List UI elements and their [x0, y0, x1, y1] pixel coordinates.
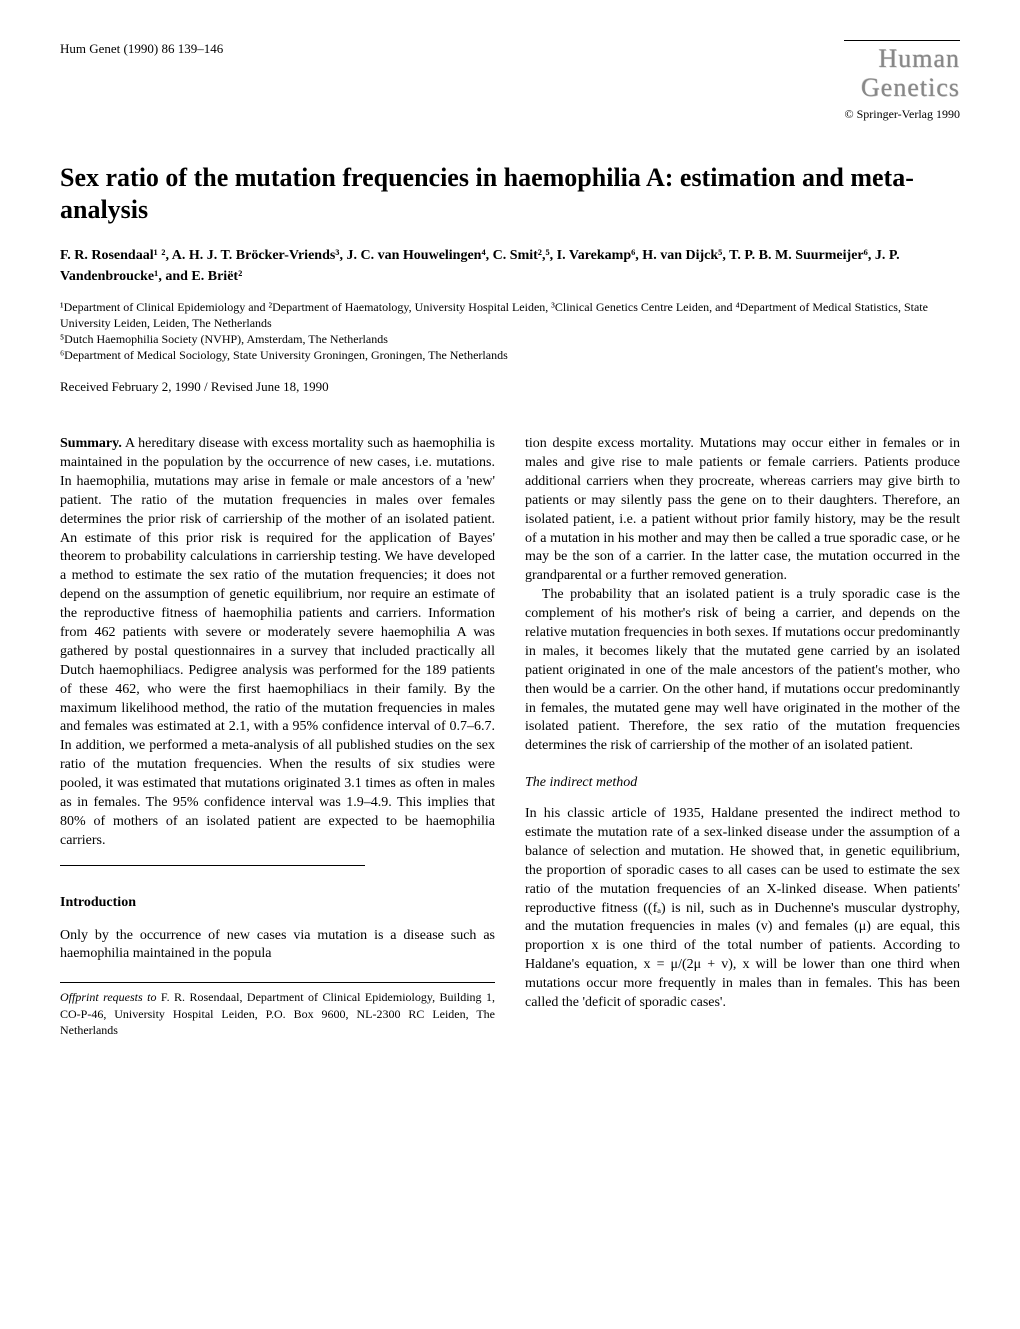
introduction-para-1-cont: tion despite excess mortality. Mutations… — [525, 435, 960, 586]
authors-list: F. R. Rosendaal¹ ², A. H. J. T. Bröcker-… — [60, 245, 960, 287]
page-header: Hum Genet (1990) 86 139–146 Human Geneti… — [60, 40, 960, 122]
received-date: Received February 2, 1990 / Revised June… — [60, 378, 960, 396]
affiliation-line-2: ⁵Dutch Haemophilia Society (NVHP), Amste… — [60, 331, 960, 347]
affiliation-line-3: ⁶Department of Medical Sociology, State … — [60, 347, 960, 363]
journal-name-line2: Genetics — [861, 73, 960, 102]
summary-paragraph: Summary. A hereditary disease with exces… — [60, 435, 495, 851]
journal-name-line1: Human — [878, 44, 960, 73]
summary-label: Summary. — [60, 436, 122, 451]
indirect-method-heading: The indirect method — [525, 774, 960, 793]
offprint-block: Offprint requests to F. R. Rosendaal, De… — [60, 982, 495, 1038]
journal-reference: Hum Genet (1990) 86 139–146 — [60, 40, 223, 58]
right-column: tion despite excess mortality. Mutations… — [525, 435, 960, 1038]
introduction-para-2: The probability that an isolated patient… — [525, 586, 960, 756]
introduction-heading: Introduction — [60, 894, 495, 913]
article-title: Sex ratio of the mutation frequencies in… — [60, 162, 960, 224]
offprint-label: Offprint requests to — [60, 990, 156, 1004]
indirect-method-para-1: In his classic article of 1935, Haldane … — [525, 805, 960, 1013]
summary-rule — [60, 865, 365, 866]
affiliation-line-1: ¹Department of Clinical Epidemiology and… — [60, 299, 960, 331]
journal-name: Human Genetics — [844, 40, 960, 102]
left-column: Summary. A hereditary disease with exces… — [60, 435, 495, 1038]
copyright: © Springer-Verlag 1990 — [844, 106, 960, 122]
summary-text: A hereditary disease with excess mortali… — [60, 436, 495, 848]
introduction-para-1-start: Only by the occurrence of new cases via … — [60, 927, 495, 965]
affiliations: ¹Department of Clinical Epidemiology and… — [60, 299, 960, 364]
body-columns: Summary. A hereditary disease with exces… — [60, 435, 960, 1038]
journal-brand: Human Genetics © Springer-Verlag 1990 — [844, 40, 960, 122]
